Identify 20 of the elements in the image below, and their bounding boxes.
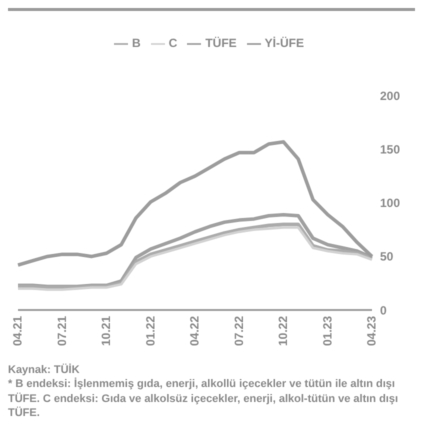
x-tick-label: 07.22 [232,316,246,346]
legend-label: TÜFE [205,36,237,50]
text: * B endeksi: İşlenmemiş gıda, enerji, alkollü içecekler ve tütün ile altın dışı TÜFE. C endeksi: Gıda ve alkolsüz içecekler, enerji, alkol-tütün ve altın dışı TÜFE. [8,377,400,420]
x-tick-label: 07.21 [54,316,69,346]
legend-label: Yİ-ÜFE [264,36,304,50]
legend-label: C [168,36,178,50]
x-tick-label: 04.22 [188,316,202,346]
x-tick-label: 10.21 [99,316,114,346]
y-tick-label: 100 [380,196,400,210]
x-tick-label: 04.23 [364,316,379,346]
y-tick-label: 150 [380,142,400,157]
legend-label: B [132,36,141,50]
x-tick-label: 04.21 [10,316,25,346]
y-tick-label: 0 [380,303,387,318]
x-tick-label: 10.22 [276,316,290,346]
y-tick-label: 200 [380,89,400,104]
x-tick-label: 01.22 [143,316,158,346]
y-tick-label: 50 [380,250,394,264]
text: Kaynak: TÜİK [8,363,81,378]
x-tick-label: 01.23 [320,316,334,346]
